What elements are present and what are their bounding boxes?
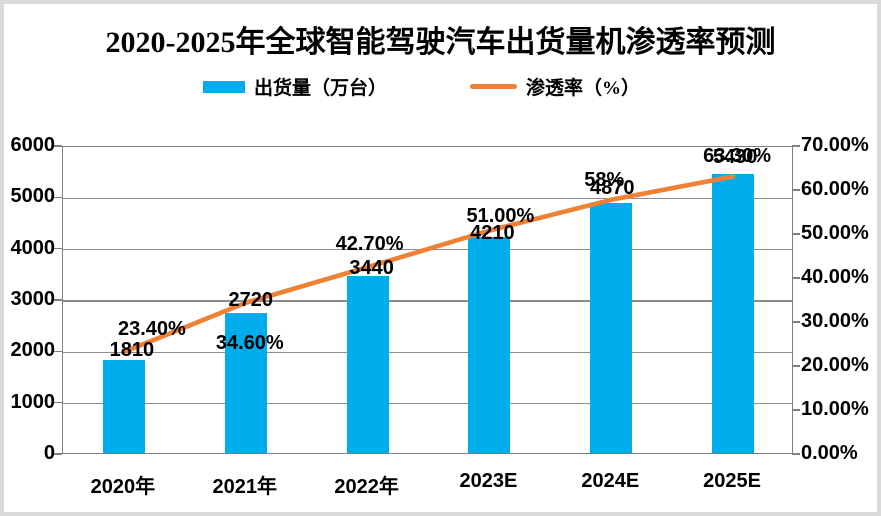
bar-2024E (590, 203, 633, 453)
y-right-tick-label: 70.00% (801, 134, 869, 156)
bar-value-label: 5430 (712, 146, 758, 169)
left-tick-mark (54, 299, 62, 301)
penetration-line (121, 174, 736, 355)
right-tick-mark (792, 189, 800, 191)
bar-value-label: 4210 (470, 221, 515, 244)
legend-bar-label: 出货量（万台） (254, 78, 388, 99)
x-category-label: 2021年 (212, 476, 278, 498)
right-tick-mark (792, 409, 800, 411)
x-category-label: 2020年 (90, 476, 156, 498)
left-tick-mark (54, 453, 62, 455)
y-right-tick-label: 0.00% (801, 442, 858, 464)
y-left-tick-label: 2000 (10, 339, 56, 362)
gridline (63, 300, 792, 302)
y-left-tick-label: 3000 (10, 288, 56, 310)
right-tick-mark (792, 453, 800, 455)
y-left-tick-label: 5000 (10, 185, 56, 208)
bar-value-label: 3440 (349, 257, 394, 280)
left-axis-labels: 0 1000 2000 3000 4000 5000 6000 (4, 134, 56, 464)
bar-2025E (712, 174, 755, 453)
plot-area: 1810 2720 3440 4210 4870 5430 23.40% 34.60% 42.7… (62, 146, 793, 454)
y-right-tick-label: 10.00% (801, 398, 869, 420)
right-tick-mark (792, 365, 800, 367)
line-point-label: 23.40% (117, 318, 186, 341)
left-tick-mark (54, 145, 62, 147)
y-right-tick-label: 60.00% (801, 178, 869, 200)
gridline (63, 351, 792, 354)
right-axis-labels: 0.00% 10.00% 20.00% 30.00% 40.00% 50.00% 60.00… (801, 134, 877, 464)
bar-2020年 (102, 360, 145, 453)
left-tick-mark (54, 196, 62, 199)
x-category-label: 2023E (459, 470, 518, 492)
y-left-tick-label: 1000 (10, 390, 56, 413)
legend-item-shipments: 出货量（万台） (203, 73, 387, 100)
x-category-label: 2025E (703, 470, 761, 492)
bar-2023E (468, 236, 511, 453)
left-tick-mark (54, 401, 62, 404)
y-left-tick-label: 6000 (10, 134, 56, 156)
right-axis-ticks (792, 145, 800, 455)
right-tick-mark (792, 145, 800, 147)
y-right-tick-label: 50.00% (801, 222, 869, 244)
x-category-label: 2024E (581, 470, 640, 492)
legend-bar-swatch-icon (203, 80, 245, 93)
right-tick-mark (792, 277, 800, 279)
y-right-tick-label: 30.00% (801, 310, 869, 332)
y-right-tick-label: 20.00% (801, 354, 869, 376)
legend-item-penetration: 渗透率（%） (470, 73, 640, 100)
y-left-tick-label: 4000 (10, 236, 56, 259)
chart-title: 2020-2025年全球智能驾驶汽车出货量机渗透率预测 (105, 26, 776, 59)
x-axis-labels: 2020年 2021年 2022年 2023E 2024E 2025E (62, 468, 793, 498)
left-axis-ticks (54, 145, 62, 455)
line-point-label: 34.60% (215, 331, 284, 354)
x-category-label: 2022年 (334, 476, 399, 498)
bar-value-label: 2720 (228, 289, 274, 312)
line-point-label: 58% (584, 168, 625, 191)
bar-2022年 (346, 276, 389, 453)
right-tick-mark (792, 233, 800, 235)
y-left-tick-label: 0 (43, 442, 55, 464)
bar-value-label: 1810 (109, 339, 155, 362)
legend-line-swatch-icon (470, 84, 517, 89)
gridline (63, 402, 792, 405)
line-point-label: 42.70% (335, 233, 404, 256)
left-tick-mark (54, 247, 62, 250)
bar-2021年 (224, 313, 267, 453)
gridline (63, 197, 792, 200)
line-point-label: 51.00% (466, 204, 535, 227)
legend-line-label: 渗透率（%） (526, 78, 641, 99)
right-tick-mark (792, 321, 800, 323)
left-tick-mark (54, 350, 62, 353)
y-right-tick-label: 40.00% (801, 266, 869, 288)
line-point-label: 63.30% (703, 145, 771, 168)
bar-value-label: 4870 (590, 177, 635, 199)
